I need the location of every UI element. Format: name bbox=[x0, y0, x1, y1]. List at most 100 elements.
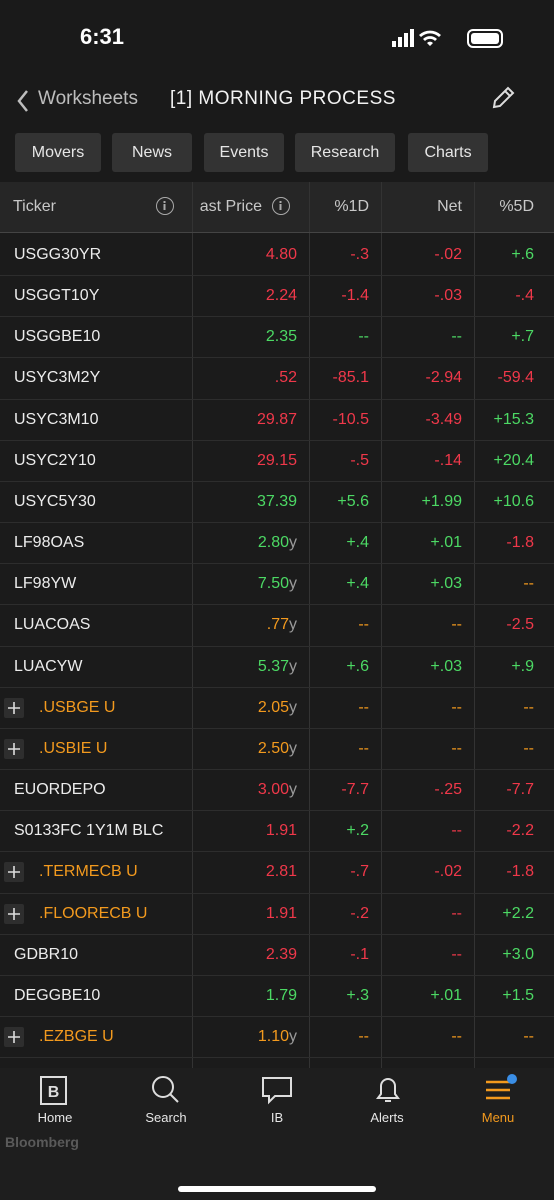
cell-value: 2.39 bbox=[265, 945, 297, 963]
ticker[interactable]: LF98YW bbox=[14, 575, 77, 593]
home-indicator bbox=[178, 1186, 376, 1192]
column-header[interactable]: %1D bbox=[334, 198, 369, 215]
ticker[interactable]: .USBGE U bbox=[39, 698, 116, 716]
tab-button[interactable]: Movers bbox=[15, 133, 101, 172]
info-icon[interactable] bbox=[272, 197, 290, 215]
ticker[interactable]: USYC2Y10 bbox=[14, 451, 96, 469]
edit-icon[interactable] bbox=[490, 85, 516, 111]
ticker[interactable]: .EZBGE U bbox=[39, 1028, 114, 1046]
cell-value: +1.5 bbox=[502, 986, 534, 1004]
percent-change: +.2 bbox=[346, 822, 369, 840]
ticker[interactable]: LUACOAS bbox=[14, 616, 91, 634]
cell-value: .52 bbox=[274, 369, 297, 387]
percent-change: -.5 bbox=[350, 452, 369, 470]
net-change: -.25 bbox=[434, 781, 462, 799]
back-button[interactable]: Worksheets bbox=[38, 88, 138, 109]
nav-item[interactable]: Home bbox=[37, 1110, 73, 1125]
expand-button[interactable] bbox=[4, 697, 24, 718]
percent-change: -- bbox=[358, 740, 369, 758]
percent-change: -7.7 bbox=[506, 781, 534, 799]
clock: 6:31 bbox=[80, 24, 125, 49]
cell-value: 1.79 bbox=[265, 986, 297, 1004]
expand-button[interactable] bbox=[4, 862, 24, 883]
cell-value: -- bbox=[451, 739, 462, 757]
cell-value: +.6 bbox=[346, 657, 369, 675]
cell-value: +20.4 bbox=[493, 451, 534, 469]
last-price: 2.50y bbox=[258, 740, 297, 758]
info-glyph bbox=[279, 201, 282, 210]
cell-value: +10.6 bbox=[493, 492, 534, 510]
ticker[interactable]: GDBR10 bbox=[14, 945, 79, 963]
cell-value: -85.1 bbox=[332, 369, 369, 387]
ticker[interactable]: USYC5Y30 bbox=[14, 492, 96, 510]
ticker[interactable]: S0133FC 1Y1M BLC bbox=[14, 822, 164, 840]
cell-value: -.5 bbox=[350, 451, 369, 469]
expand-button[interactable] bbox=[4, 903, 24, 924]
ticker[interactable]: DEGGBE10 bbox=[14, 986, 101, 1004]
header-cell bbox=[474, 182, 554, 232]
row-divider bbox=[0, 645, 554, 647]
last-price: 1.79 bbox=[266, 987, 297, 1005]
back-icon[interactable] bbox=[16, 89, 30, 113]
percent-change: -- bbox=[358, 1028, 369, 1046]
cell-value: 2.05 bbox=[257, 698, 289, 716]
cell-value: -- bbox=[358, 328, 369, 346]
cell-value: -10.5 bbox=[332, 410, 369, 428]
cell-value: -- bbox=[358, 739, 369, 757]
ticker[interactable]: EUORDEPO bbox=[14, 781, 106, 799]
tab-button[interactable]: Events bbox=[204, 133, 284, 172]
ticker[interactable]: USGGBE10 bbox=[14, 328, 101, 346]
cell-value: 5.37 bbox=[257, 657, 289, 675]
nav-item[interactable]: Menu bbox=[481, 1110, 515, 1125]
tab-button[interactable]: Charts bbox=[408, 133, 488, 172]
row-divider bbox=[0, 769, 554, 771]
ticker[interactable]: .TERMECB U bbox=[39, 863, 138, 881]
net-change: -- bbox=[451, 1028, 462, 1046]
net-change: -.02 bbox=[434, 863, 462, 881]
ticker[interactable]: .USBIE U bbox=[39, 739, 108, 757]
ticker[interactable]: USYC3M2Y bbox=[14, 369, 101, 387]
ticker[interactable]: LUACYW bbox=[14, 657, 83, 675]
tab-button[interactable]: News bbox=[112, 133, 192, 172]
column-divider bbox=[192, 182, 193, 1068]
column-header[interactable]: Net bbox=[437, 198, 462, 215]
page-title: [1] MORNING PROCESS bbox=[170, 88, 396, 109]
percent-change: -.1 bbox=[350, 946, 369, 964]
ticker[interactable]: .FLOORECB U bbox=[39, 904, 148, 922]
cell-value: 2.35 bbox=[265, 328, 297, 346]
cell-value: -.14 bbox=[434, 451, 462, 469]
info-icon[interactable] bbox=[156, 197, 174, 215]
net-change: -.03 bbox=[434, 287, 462, 305]
column-header[interactable]: Ticker bbox=[13, 198, 56, 215]
nav-item[interactable]: Search bbox=[145, 1110, 187, 1125]
net-change: -- bbox=[451, 740, 462, 758]
cell-value: -1.4 bbox=[341, 287, 369, 305]
status-bar: 6:31 bbox=[0, 0, 554, 75]
net-change: +.03 bbox=[430, 575, 462, 593]
ticker[interactable]: USGG30YR bbox=[14, 246, 102, 263]
percent-change: +.6 bbox=[511, 246, 534, 264]
percent-change: +5.6 bbox=[337, 493, 369, 511]
tab-button[interactable]: Research bbox=[295, 133, 395, 172]
ticker[interactable]: USYC3M10 bbox=[14, 410, 99, 428]
row-divider bbox=[0, 316, 554, 318]
plus-icon bbox=[8, 866, 20, 879]
column-header[interactable]: %5D bbox=[499, 198, 534, 215]
expand-button[interactable] bbox=[4, 1027, 24, 1048]
unit-suffix: y bbox=[289, 1028, 297, 1046]
ticker[interactable]: LF98OAS bbox=[14, 534, 85, 552]
cell-value: -- bbox=[358, 1028, 369, 1046]
row-divider bbox=[0, 275, 554, 277]
column-header[interactable]: ast Price bbox=[199, 198, 262, 215]
cell-value: -59.4 bbox=[497, 369, 534, 387]
expand-button[interactable] bbox=[4, 738, 24, 759]
cell-value: -.3 bbox=[350, 246, 369, 263]
cell-value: .77 bbox=[266, 616, 289, 634]
cell-value: +5.6 bbox=[337, 492, 369, 510]
unit-suffix: y bbox=[289, 739, 297, 757]
svg-text:B: B bbox=[48, 1084, 60, 1101]
nav-item[interactable]: Alerts bbox=[370, 1110, 404, 1125]
nav-item[interactable]: IB bbox=[270, 1110, 284, 1125]
percent-change: +1.5 bbox=[502, 987, 534, 1005]
ticker[interactable]: USGGT10Y bbox=[14, 287, 100, 305]
